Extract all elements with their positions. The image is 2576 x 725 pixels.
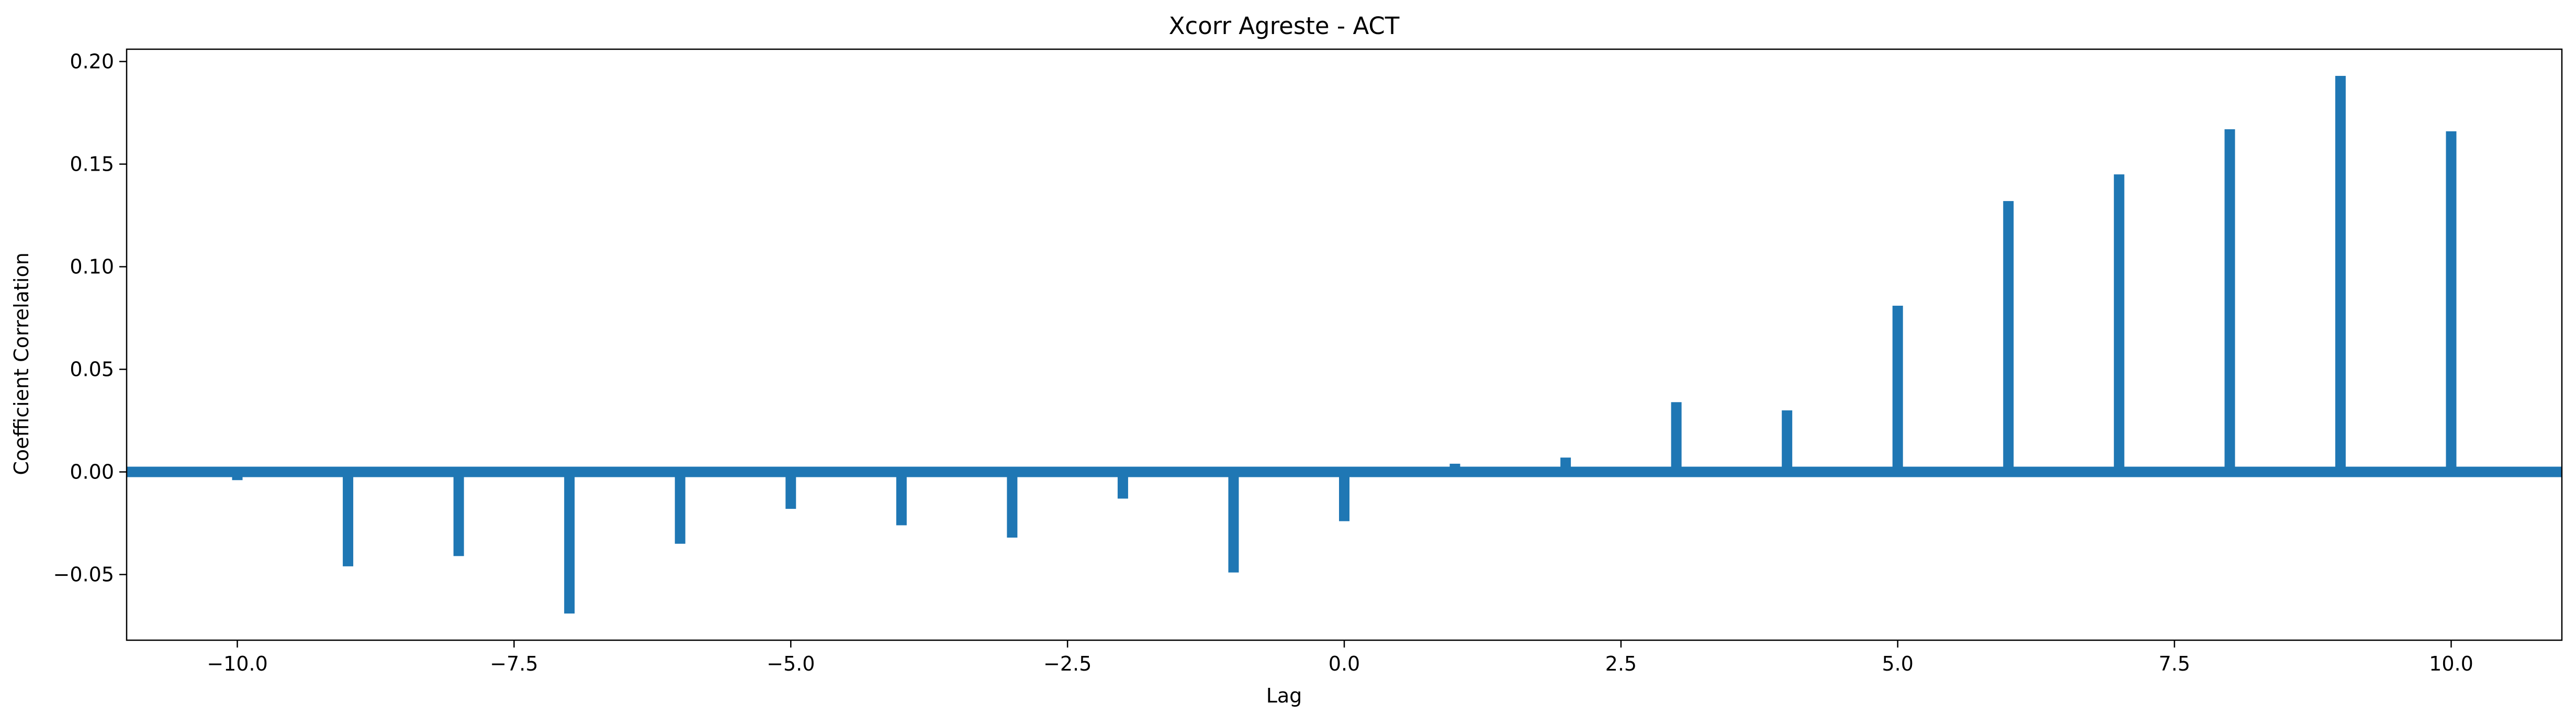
xcorr-bar-lag-10 (2446, 131, 2457, 472)
xcorr-bar-lag-0 (1339, 472, 1349, 521)
xcorr-bar-lag-neg4 (896, 472, 907, 526)
xcorr-bar-lag-neg1 (1228, 472, 1239, 573)
x-tick-label: −5.0 (767, 652, 815, 675)
xcorr-bar-lag-9 (2335, 75, 2346, 472)
y-tick-label: 0.15 (70, 153, 114, 176)
y-tick-label: −0.05 (53, 563, 114, 586)
y-tick-label: 0.20 (70, 50, 114, 73)
y-tick-label: 0.10 (70, 255, 114, 278)
y-tick-label: 0.00 (70, 461, 114, 484)
y-tick-label: 0.05 (70, 358, 114, 381)
xcorr-bar-lag-3 (1671, 402, 1682, 472)
xcorr-bar-lag-neg8 (453, 472, 464, 556)
xcorr-bar-lag-neg3 (1007, 472, 1018, 538)
x-axis-label: Lag (1266, 684, 1302, 707)
xcorr-bar-lag-neg9 (343, 472, 354, 566)
plot-area: −10.0 −7.5 −5.0 −2.5 0.0 2.5 5.0 7.5 10.0 −0.05 0.… (53, 48, 2563, 675)
x-tick-label: 10.0 (2429, 652, 2473, 675)
x-tick-label: 7.5 (2158, 652, 2190, 675)
xcorr-bar-lag-7 (2113, 174, 2124, 472)
x-tick-label: −7.5 (490, 652, 538, 675)
xcorr-bar-lag-8 (2224, 129, 2235, 472)
xcorr-bar-lag-neg6 (674, 472, 685, 544)
xcorr-bar-lag-5 (1892, 306, 1903, 472)
x-tick-label: −10.0 (207, 652, 267, 675)
y-axis-label: Coefficient Correlation (10, 252, 33, 475)
x-tick-label: 2.5 (1605, 652, 1637, 675)
xcorr-bar-lag-neg2 (1117, 472, 1128, 499)
xcorr-bar-lag-6 (2003, 201, 2014, 472)
chart-title: Xcorr Agreste - ACT (1169, 12, 1400, 40)
xcorr-bar-lag-4 (1782, 410, 1793, 472)
x-tick-label: 0.0 (1329, 652, 1360, 675)
xcorr-bar-lag-neg7 (564, 472, 575, 614)
x-tick-label: −2.5 (1043, 652, 1092, 675)
x-tick-label: 5.0 (1882, 652, 1914, 675)
xcorr-bar-lag-neg5 (785, 472, 796, 509)
